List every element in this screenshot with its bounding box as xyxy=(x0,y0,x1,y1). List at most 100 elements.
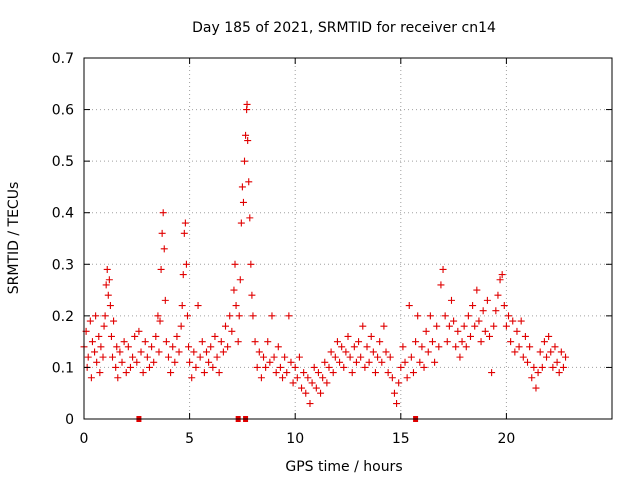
data-point xyxy=(477,338,485,346)
data-point xyxy=(260,353,268,361)
data-point xyxy=(500,302,508,310)
data-point xyxy=(129,353,137,361)
data-point xyxy=(458,338,466,346)
data-point xyxy=(235,312,243,320)
data-point xyxy=(486,332,494,340)
data-point xyxy=(333,338,341,346)
data-point xyxy=(452,343,460,351)
data-point xyxy=(439,265,447,273)
data-point xyxy=(91,348,99,356)
data-point xyxy=(441,312,449,320)
data-point xyxy=(112,363,120,371)
data-point xyxy=(222,322,230,330)
data-point xyxy=(418,343,426,351)
data-point xyxy=(513,327,521,335)
data-point xyxy=(238,183,246,191)
data-point xyxy=(460,322,468,330)
data-point xyxy=(519,353,527,361)
x-tick-label: 0 xyxy=(80,431,89,447)
data-point xyxy=(87,374,95,382)
data-point xyxy=(95,332,103,340)
data-point xyxy=(395,379,403,387)
data-point xyxy=(323,379,331,387)
data-point xyxy=(155,348,163,356)
gridlines xyxy=(84,58,612,419)
data-point xyxy=(380,322,388,330)
data-point xyxy=(264,338,272,346)
data-point xyxy=(185,343,193,351)
data-point xyxy=(205,358,213,366)
data-point xyxy=(180,229,188,237)
data-point xyxy=(369,348,377,356)
data-point xyxy=(226,312,234,320)
data-point xyxy=(388,374,396,382)
data-point xyxy=(424,348,432,356)
data-point xyxy=(376,338,384,346)
data-point xyxy=(494,291,502,299)
data-point xyxy=(188,374,196,382)
data-point xyxy=(207,343,215,351)
data-point xyxy=(528,374,536,382)
data-point xyxy=(530,363,538,371)
data-point xyxy=(496,276,504,284)
data-point xyxy=(329,369,337,377)
data-point xyxy=(143,353,151,361)
data-point xyxy=(340,363,348,371)
data-point xyxy=(450,317,458,325)
data-point xyxy=(169,343,177,351)
data-point xyxy=(473,286,481,294)
data-point xyxy=(182,260,190,268)
data-point xyxy=(447,296,455,304)
data-point xyxy=(145,363,153,371)
x-axis-label: GPS time / hours xyxy=(285,459,402,475)
data-point xyxy=(521,332,529,340)
data-point xyxy=(92,312,100,320)
data-point xyxy=(547,348,555,356)
data-point xyxy=(224,343,232,351)
data-point xyxy=(133,358,141,366)
data-point xyxy=(352,358,360,366)
data-point xyxy=(251,338,259,346)
data-point xyxy=(248,291,256,299)
plot-frame xyxy=(83,57,613,420)
data-point xyxy=(244,137,252,145)
x-tick-label: 5 xyxy=(185,431,194,447)
y-tick-label: 0.3 xyxy=(52,257,74,273)
y-tick-label: 0.1 xyxy=(52,360,74,376)
data-point xyxy=(492,307,500,315)
data-point xyxy=(107,332,115,340)
data-point xyxy=(534,369,542,377)
data-point xyxy=(490,322,498,330)
data-point xyxy=(232,302,240,310)
data-point xyxy=(526,343,534,351)
y-tick-label: 0.6 xyxy=(52,103,74,119)
data-point xyxy=(433,322,441,330)
data-point xyxy=(445,322,453,330)
data-point xyxy=(348,369,356,377)
data-point xyxy=(171,358,179,366)
data-point xyxy=(173,332,181,340)
data-point xyxy=(321,358,329,366)
data-point xyxy=(190,348,198,356)
data-point xyxy=(219,348,227,356)
data-point xyxy=(382,348,390,356)
data-point xyxy=(336,358,344,366)
data-point xyxy=(551,343,559,351)
data-point xyxy=(234,338,242,346)
data-point xyxy=(283,369,291,377)
data-point xyxy=(178,302,186,310)
data-point xyxy=(403,374,411,382)
data-point xyxy=(274,343,282,351)
data-point xyxy=(287,358,295,366)
data-point xyxy=(414,312,422,320)
data-point xyxy=(435,343,443,351)
data-point xyxy=(156,317,164,325)
data-point xyxy=(116,348,124,356)
data-point xyxy=(428,338,436,346)
data-point xyxy=(213,353,221,361)
data-point xyxy=(407,353,415,361)
data-point xyxy=(285,312,293,320)
data-point xyxy=(122,369,130,377)
data-point xyxy=(196,353,204,361)
